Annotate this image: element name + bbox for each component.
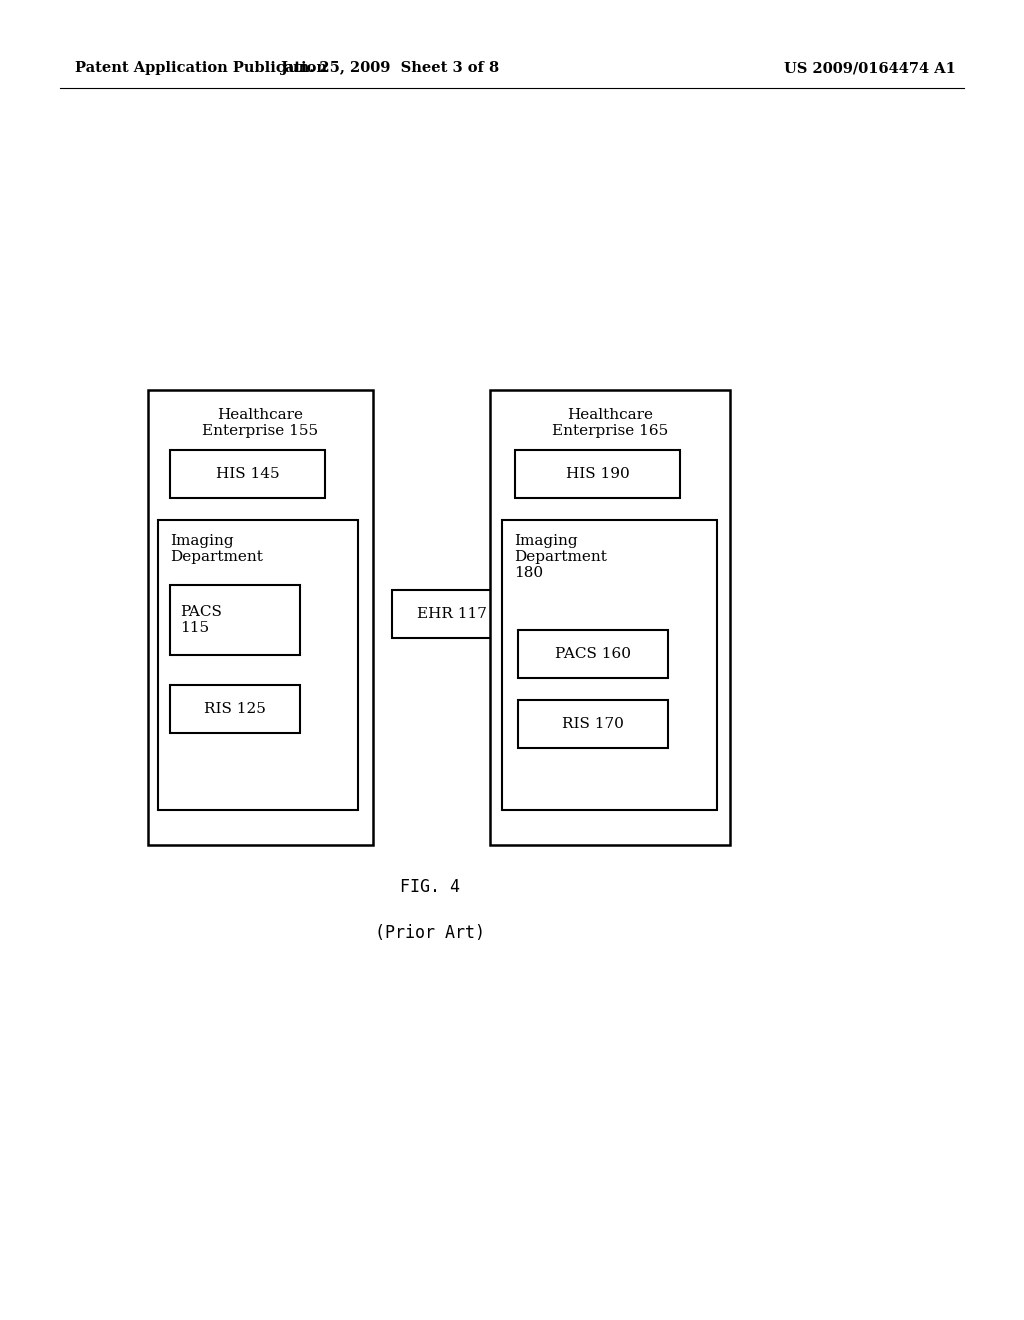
Bar bbox=[502, 520, 717, 810]
Text: HIS 145: HIS 145 bbox=[216, 467, 280, 480]
Text: RIS 125: RIS 125 bbox=[204, 702, 266, 715]
Text: (Prior Art): (Prior Art) bbox=[375, 924, 485, 942]
Text: US 2009/0164474 A1: US 2009/0164474 A1 bbox=[784, 61, 956, 75]
Bar bbox=[158, 520, 358, 810]
Bar bbox=[170, 585, 300, 655]
Text: Jun. 25, 2009  Sheet 3 of 8: Jun. 25, 2009 Sheet 3 of 8 bbox=[281, 61, 499, 75]
Bar bbox=[518, 630, 668, 678]
Text: Healthcare
Enterprise 165: Healthcare Enterprise 165 bbox=[552, 408, 668, 438]
Text: RIS 170: RIS 170 bbox=[562, 717, 624, 731]
Text: PACS 160: PACS 160 bbox=[555, 647, 631, 661]
Bar bbox=[515, 450, 680, 498]
Bar bbox=[518, 700, 668, 748]
Bar bbox=[148, 389, 373, 845]
Bar bbox=[490, 389, 730, 845]
Text: Imaging
Department
180: Imaging Department 180 bbox=[514, 535, 607, 581]
Text: PACS
115: PACS 115 bbox=[180, 605, 222, 635]
Bar bbox=[170, 685, 300, 733]
Text: Healthcare
Enterprise 155: Healthcare Enterprise 155 bbox=[203, 408, 318, 438]
Text: Patent Application Publication: Patent Application Publication bbox=[75, 61, 327, 75]
Bar bbox=[392, 590, 512, 638]
Text: EHR 117: EHR 117 bbox=[417, 607, 487, 620]
Text: Imaging
Department: Imaging Department bbox=[170, 535, 263, 564]
Bar bbox=[170, 450, 325, 498]
Text: HIS 190: HIS 190 bbox=[565, 467, 630, 480]
Text: FIG. 4: FIG. 4 bbox=[400, 878, 460, 896]
